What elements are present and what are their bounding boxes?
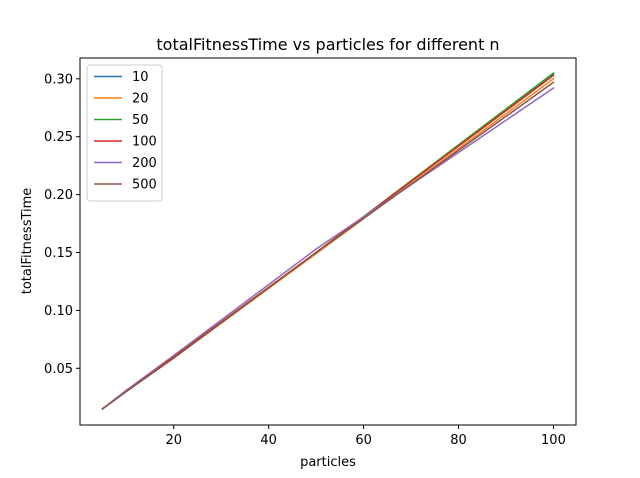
y-tick-label: 0.15 [44,246,73,261]
legend-box [86,64,163,202]
y-tick-label: 0.05 [44,362,73,377]
y-tick-label: 0.30 [44,72,73,87]
y-tick-label: 0.10 [44,304,73,319]
legend-label-20: 20 [132,92,149,107]
series-line-500 [101,81,555,410]
x-tick-label: 40 [260,433,277,448]
chart-title: totalFitnessTime vs particles for differ… [156,35,499,54]
x-tick-label: 20 [165,433,182,448]
axes-frame [79,57,577,426]
y-axis-label: totalFitnessTime [20,188,35,295]
x-axis: 20 40 60 80 100 [165,425,566,448]
legend-label-500: 500 [132,178,157,193]
legend: 10 20 50 100 200 500 [86,64,163,202]
legend-label-100: 100 [132,135,157,150]
plot-area [101,71,555,410]
legend-label-50: 50 [132,113,149,128]
y-axis: 0.05 0.10 0.15 0.20 0.25 0.30 [44,72,80,377]
x-tick-label: 80 [450,433,467,448]
x-axis-label: particles [300,455,356,470]
x-tick-label: 100 [541,433,566,448]
legend-label-10: 10 [132,70,149,85]
y-tick-label: 0.20 [44,188,73,203]
y-tick-label: 0.25 [44,130,73,145]
legend-label-200: 200 [132,156,157,171]
x-tick-label: 60 [355,433,372,448]
